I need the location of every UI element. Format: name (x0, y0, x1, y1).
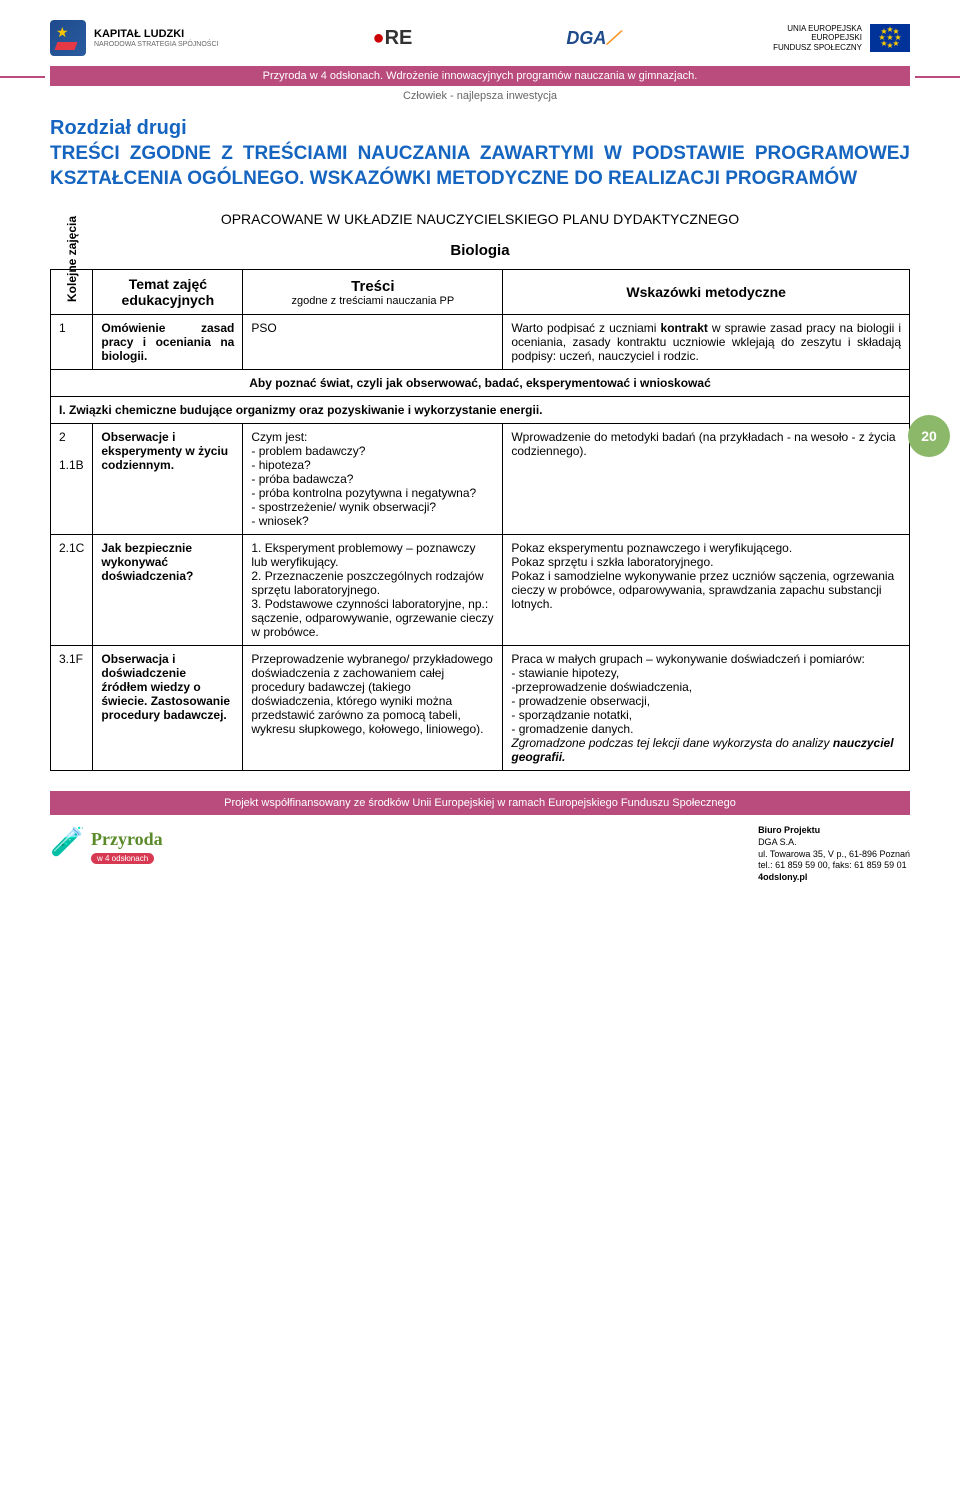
col-topic: Temat zajęć edukacyjnych (93, 270, 243, 315)
footer: Przyroda w 4 odsłonach Biuro Projektu DG… (0, 815, 960, 903)
subject: Biologia (50, 242, 910, 259)
kl-subtitle: NARODOWA STRATEGIA SPÓJNOŚCI (94, 41, 218, 48)
curriculum-table: Kolejne zajęcia Temat zajęć edukacyjnych… (50, 269, 910, 771)
page-number-badge: 20 (908, 415, 950, 457)
przyroda-logo: Przyroda w 4 odsłonach (50, 825, 163, 867)
project-subtitle: Człowiek - najlepsza inwestycja (0, 86, 960, 117)
col-lesson-number: Kolejne zajęcia (51, 270, 93, 315)
section-row: I. Związki chemiczne budujące organizmy … (51, 397, 910, 424)
beaker-icon (50, 825, 86, 867)
table-row: 3.1F Obserwacja i doświadczenie źródłem … (51, 646, 910, 771)
logo-dga: DGA⟋ (566, 28, 619, 49)
table-row: 1 Omówienie zasad pracy i oceniania na b… (51, 315, 910, 370)
logo-ore: ●RE (373, 27, 413, 50)
project-title-bar: Przyroda w 4 odsłonach. Wdrożenie innowa… (50, 66, 910, 86)
table-header-row: Kolejne zajęcia Temat zajęć edukacyjnych… (51, 270, 910, 315)
subtitle: OPRACOWANE W UKŁADZIE NAUCZYCIELSKIEGO P… (50, 211, 910, 227)
col-content: Treści zgodne z treściami nauczania PP (243, 270, 503, 315)
eu-flag-icon (870, 24, 910, 52)
chapter-label: Rozdział drugi (50, 117, 910, 140)
table-row: 2 1.1B Obserwacje i eksperymenty w życiu… (51, 424, 910, 535)
col-hints: Wskazówki metodyczne (503, 270, 910, 315)
table-row: 2.1C Jak bezpiecznie wykonywać doświadcz… (51, 535, 910, 646)
logo-kapital-ludzki: KAPITAŁ LUDZKI NARODOWA STRATEGIA SPÓJNO… (50, 20, 218, 56)
office-contact: Biuro Projektu DGA S.A. ul. Towarowa 35,… (758, 825, 910, 883)
header-logos: KAPITAŁ LUDZKI NARODOWA STRATEGIA SPÓJNO… (0, 0, 960, 66)
footer-funding-bar: Projekt współfinansowany ze środków Unii… (50, 791, 910, 815)
kl-icon (50, 20, 86, 56)
chapter-title: TREŚCI ZGODNE Z TREŚCIAMI NAUCZANIA ZAWA… (50, 142, 910, 191)
section-row: Aby poznać świat, czyli jak obserwować, … (51, 370, 910, 397)
kl-title: KAPITAŁ LUDZKI (94, 28, 218, 40)
logo-eu: UNIA EUROPEJSKA EUROPEJSKI FUNDUSZ SPOŁE… (773, 24, 910, 53)
